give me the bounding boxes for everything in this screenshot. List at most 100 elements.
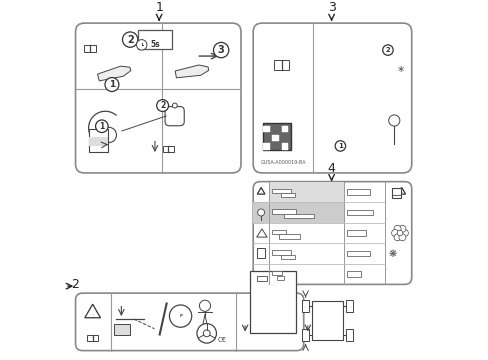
Bar [256,276,266,281]
Bar [272,135,278,141]
Bar [271,271,282,275]
Bar [281,255,295,259]
Bar [89,129,108,152]
Text: 2: 2 [126,35,133,45]
Bar [163,145,168,152]
Bar [271,230,285,234]
Bar [253,202,343,223]
Bar [277,275,284,280]
Bar [281,60,289,69]
Polygon shape [84,304,100,318]
Circle shape [105,77,119,91]
Circle shape [334,141,345,151]
Circle shape [95,120,108,132]
Bar [311,301,343,340]
Bar [278,234,299,239]
Polygon shape [175,65,208,78]
Circle shape [203,330,210,337]
Text: ❋: ❋ [387,248,396,258]
Bar [346,251,369,256]
Circle shape [382,45,392,55]
Bar [281,144,287,150]
Bar [263,126,269,132]
Circle shape [388,115,399,126]
FancyBboxPatch shape [165,107,184,126]
Text: !: ! [260,192,261,193]
Bar [138,31,171,49]
Bar [87,334,92,341]
Bar [92,334,98,341]
Bar [271,209,296,213]
Bar [284,214,313,218]
Bar [346,230,366,236]
Text: GU5A-A000019-BA: GU5A-A000019-BA [260,160,305,165]
Text: i: i [167,148,168,149]
Text: 5s: 5s [150,40,160,49]
Text: 2: 2 [160,101,165,110]
Text: 1: 1 [99,122,104,131]
Bar [346,271,360,277]
Bar [250,271,295,333]
Bar [281,126,287,132]
Text: 1: 1 [155,1,163,14]
Circle shape [391,230,398,237]
Bar [391,188,401,198]
Circle shape [197,324,216,343]
Bar [89,137,108,146]
Circle shape [122,32,138,47]
Bar [90,45,96,52]
Circle shape [199,300,210,311]
Text: 2: 2 [385,47,389,53]
Bar [302,329,308,341]
FancyBboxPatch shape [253,182,411,284]
Circle shape [172,103,177,108]
Circle shape [136,40,147,50]
Text: 2: 2 [71,278,79,291]
Text: 4: 4 [327,162,335,175]
Circle shape [156,100,168,112]
FancyBboxPatch shape [75,293,303,351]
Bar [346,329,352,341]
Bar [346,210,372,215]
Text: 1: 1 [109,80,115,89]
Bar [168,145,173,152]
Circle shape [398,225,405,232]
Circle shape [398,234,405,241]
Bar [262,122,290,150]
Bar [346,300,352,312]
Bar [84,45,90,52]
Circle shape [213,42,228,58]
Bar [268,182,343,202]
Bar [302,300,308,312]
Text: 3: 3 [217,45,224,55]
Polygon shape [256,229,266,237]
Bar [346,189,369,195]
Circle shape [393,225,400,232]
Bar [256,248,265,258]
Bar [271,251,290,255]
Polygon shape [397,188,405,194]
FancyBboxPatch shape [75,23,241,173]
Bar [263,144,269,150]
Bar [271,189,290,193]
Bar [273,60,281,69]
Bar [281,193,295,198]
Text: 1: 1 [337,143,342,149]
Text: 3: 3 [327,1,335,14]
Text: i: i [281,64,282,66]
Text: i: i [92,337,93,338]
Polygon shape [257,188,264,194]
Circle shape [401,230,407,237]
Circle shape [101,127,116,143]
Text: *: * [397,64,403,77]
Circle shape [169,305,191,327]
FancyBboxPatch shape [253,23,411,173]
Text: !: ! [92,314,93,315]
Bar [114,324,130,334]
Polygon shape [97,66,131,81]
Text: C€: C€ [217,337,226,343]
Circle shape [396,230,402,236]
Circle shape [393,234,400,241]
Circle shape [257,209,264,216]
Text: P: P [179,314,182,318]
